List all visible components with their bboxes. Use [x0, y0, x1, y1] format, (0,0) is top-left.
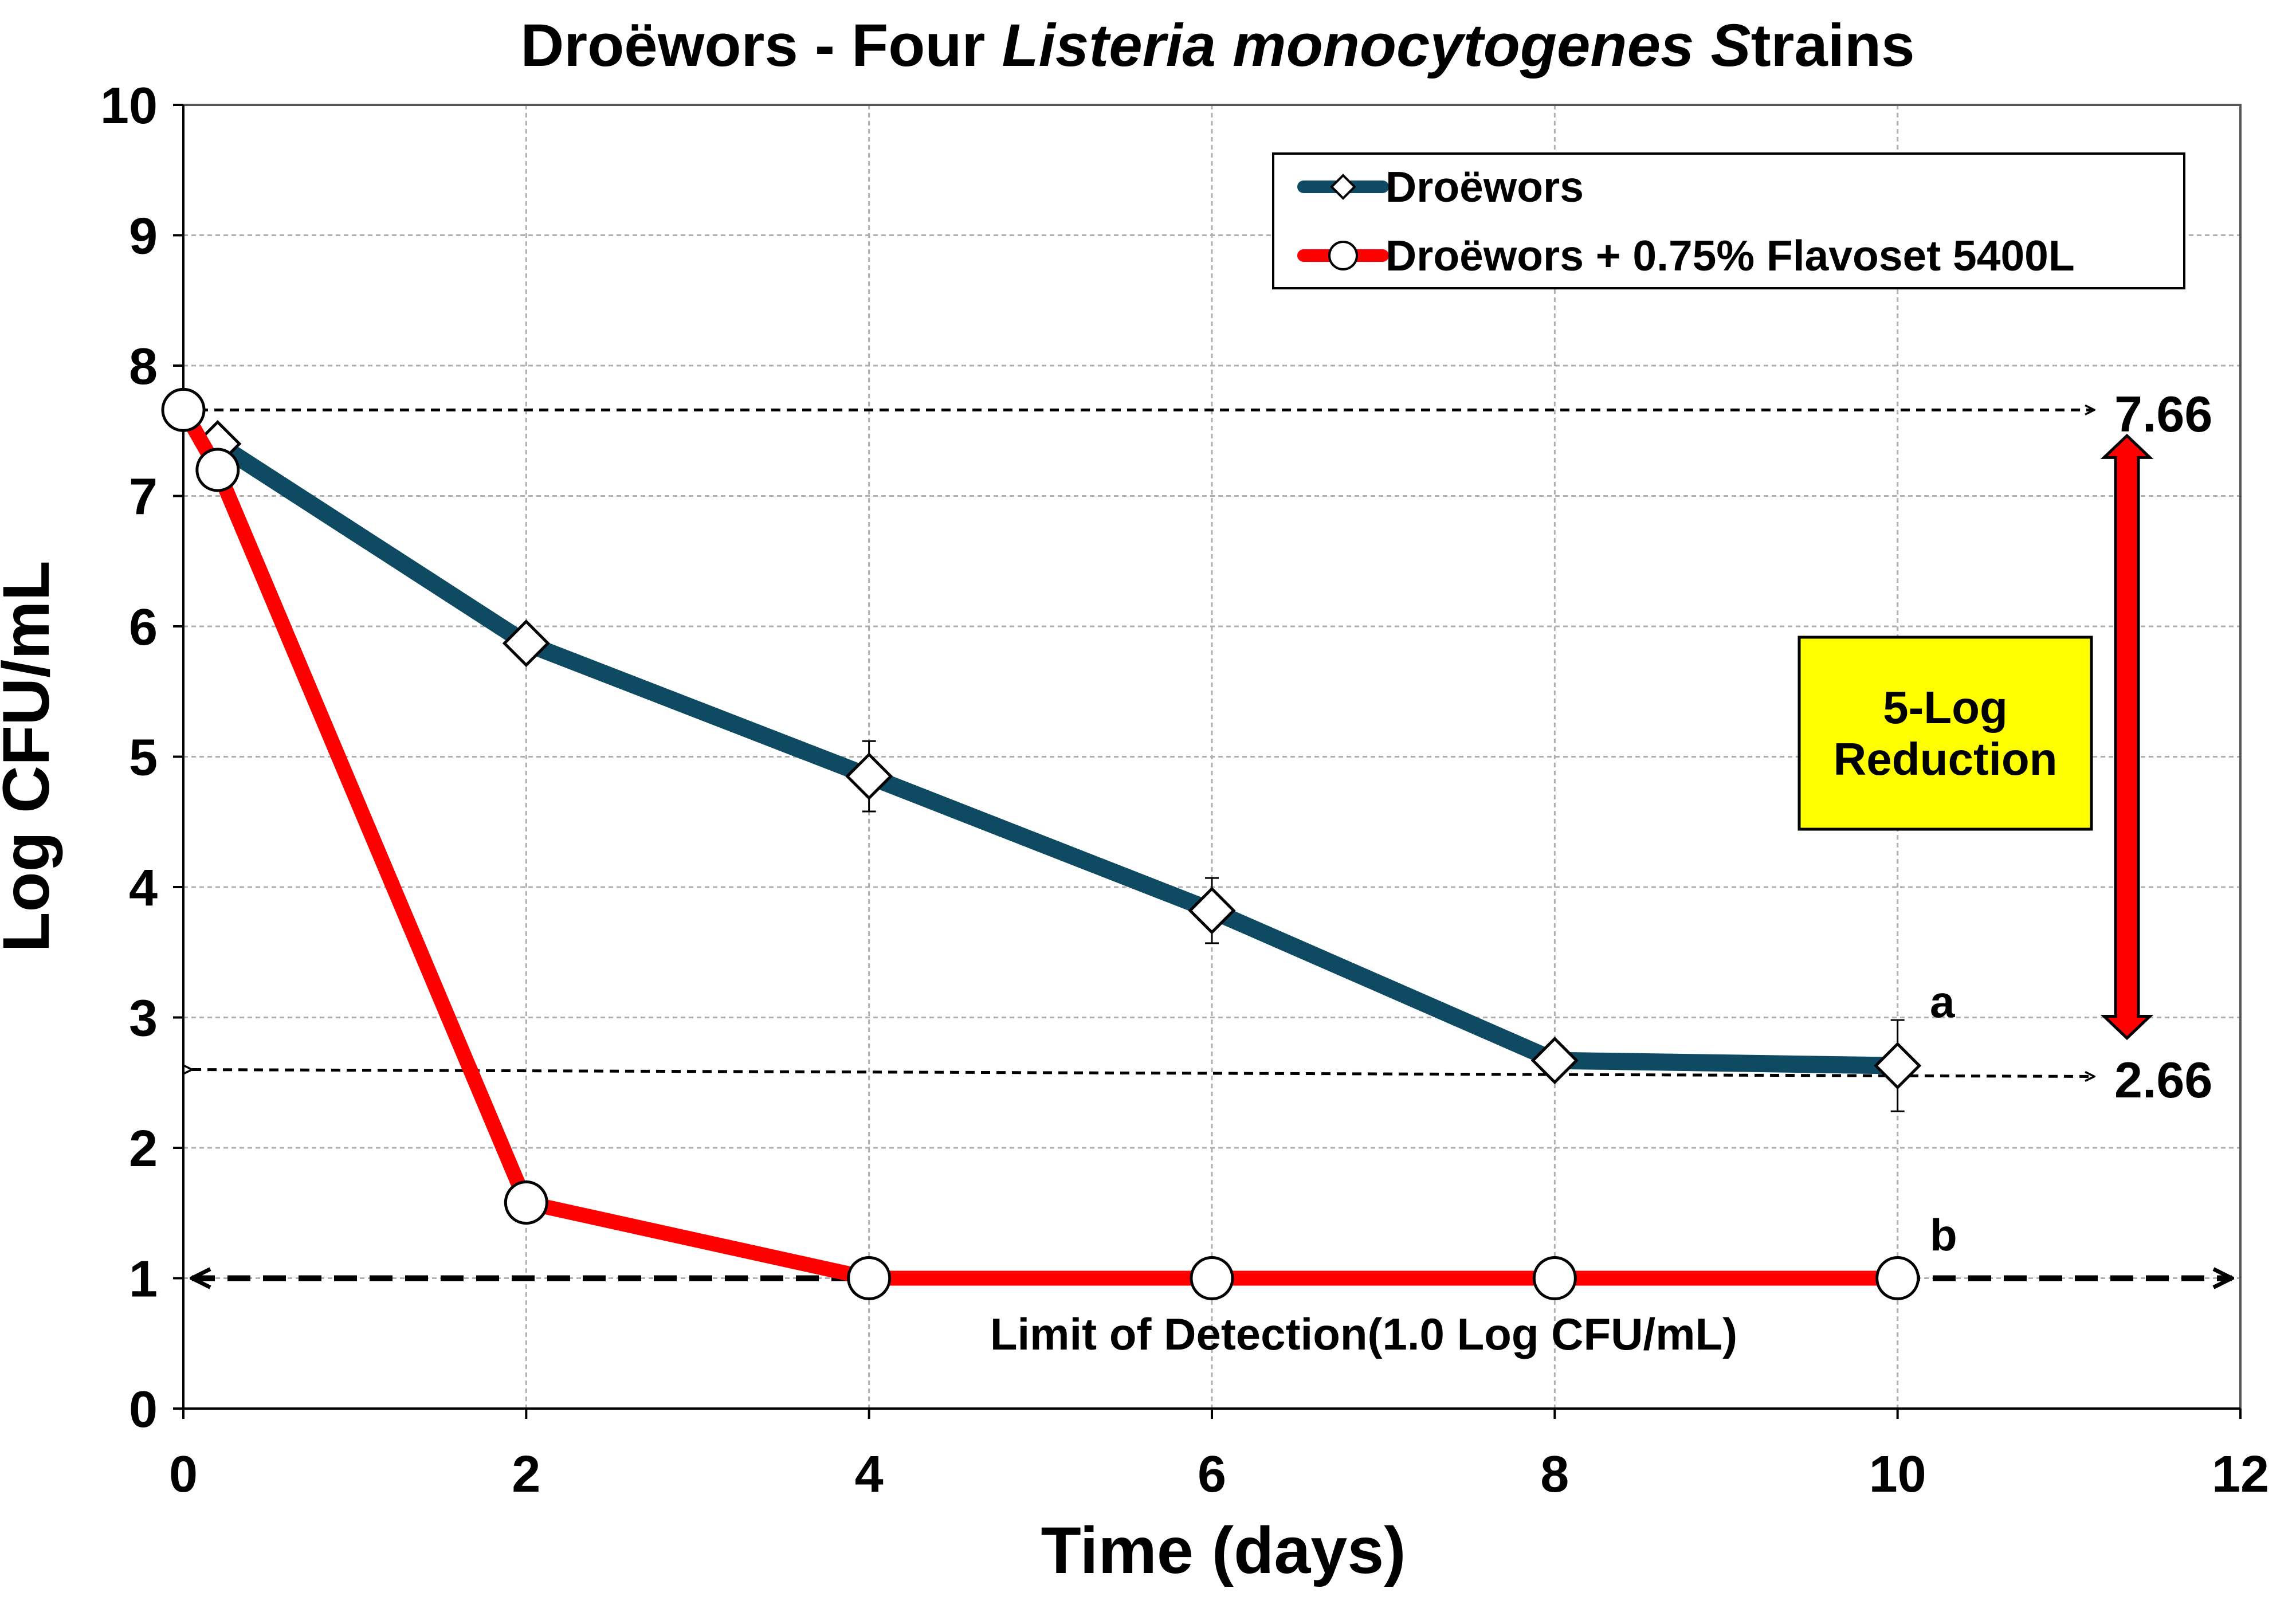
y-tick-label: 8 — [129, 338, 158, 395]
y-tick-label: 7 — [129, 469, 158, 526]
reduction-box — [1797, 636, 2093, 831]
legend-label-flavoset: Droëwors + 0.75% Flavoset 5400L — [1386, 232, 2075, 280]
letter-b-label: b — [1930, 1210, 1957, 1260]
data-point-diamond — [502, 619, 550, 668]
y-tick-label: 0 — [129, 1381, 158, 1438]
legend-circle-icon — [1328, 241, 1358, 270]
data-point-circle — [847, 1256, 892, 1300]
data-point-circle — [195, 448, 240, 492]
reduction-double-arrow — [2100, 433, 2154, 1040]
legend-box — [1272, 152, 2185, 289]
data-point-circle — [1532, 1256, 1577, 1300]
data-point-circle — [1190, 1256, 1234, 1300]
x-tick-label: 10 — [1869, 1446, 1926, 1503]
reduction-label-line2: Reduction — [1833, 734, 2057, 785]
x-tick-label: 4 — [855, 1446, 884, 1503]
data-point-circle — [504, 1180, 548, 1225]
series-line — [209, 435, 1906, 1074]
legend-label-droewors: Droëwors — [1386, 163, 1584, 211]
series-layer — [161, 387, 1922, 1300]
x-tick-label: 6 — [1198, 1446, 1226, 1503]
reduction-label-line1: 5-Log — [1883, 682, 2008, 733]
legend-diamond-icon — [1330, 174, 1356, 200]
lower-value-label: 2.66 — [2114, 1052, 2212, 1108]
x-tick-label: 2 — [512, 1446, 540, 1503]
y-tick-label: 4 — [129, 860, 158, 917]
y-axis-ticks: 0 1 2 3 4 5 6 7 8 9 10 — [100, 77, 183, 1438]
x-tick-label: 12 — [2212, 1446, 2269, 1503]
data-point-diamond — [1188, 887, 1236, 935]
data-point-circle — [161, 387, 206, 432]
chart-title: Droëwors - Four Listeria monocytogenes S… — [520, 12, 1914, 79]
y-tick-label: 1 — [129, 1251, 158, 1308]
lower-dashed-arrow — [192, 1070, 2094, 1077]
y-tick-label: 3 — [129, 990, 158, 1048]
series-1 — [161, 387, 1920, 1300]
y-tick-label: 10 — [100, 77, 158, 135]
letter-a-label: a — [1930, 976, 1955, 1027]
y-tick-label: 9 — [129, 208, 158, 265]
data-point-diamond — [1874, 1042, 1922, 1090]
x-axis-title: Time (days) — [1041, 1514, 1406, 1587]
x-tick-label: 8 — [1540, 1446, 1569, 1503]
data-point-circle — [1875, 1256, 1920, 1300]
x-tick-label: 0 — [169, 1446, 198, 1503]
lod-label: Limit of Detection(1.0 Log CFU/mL) — [990, 1309, 1737, 1359]
legend: Droëwors Droëwors + 0.75% Flavoset 5400L — [1272, 152, 2185, 289]
y-tick-label: 2 — [129, 1120, 158, 1178]
x-axis-ticks: 0 2 4 6 8 10 12 — [169, 1409, 2269, 1503]
annotations — [183, 410, 2232, 1278]
y-tick-label: 6 — [129, 599, 158, 656]
y-tick-label: 5 — [129, 729, 158, 787]
y-axis-title: Log CFU/mL — [0, 560, 63, 952]
data-point-diamond — [845, 752, 893, 801]
upper-value-label: 7.66 — [2114, 386, 2212, 442]
series-0 — [194, 419, 1922, 1112]
data-point-diamond — [1530, 1037, 1579, 1085]
